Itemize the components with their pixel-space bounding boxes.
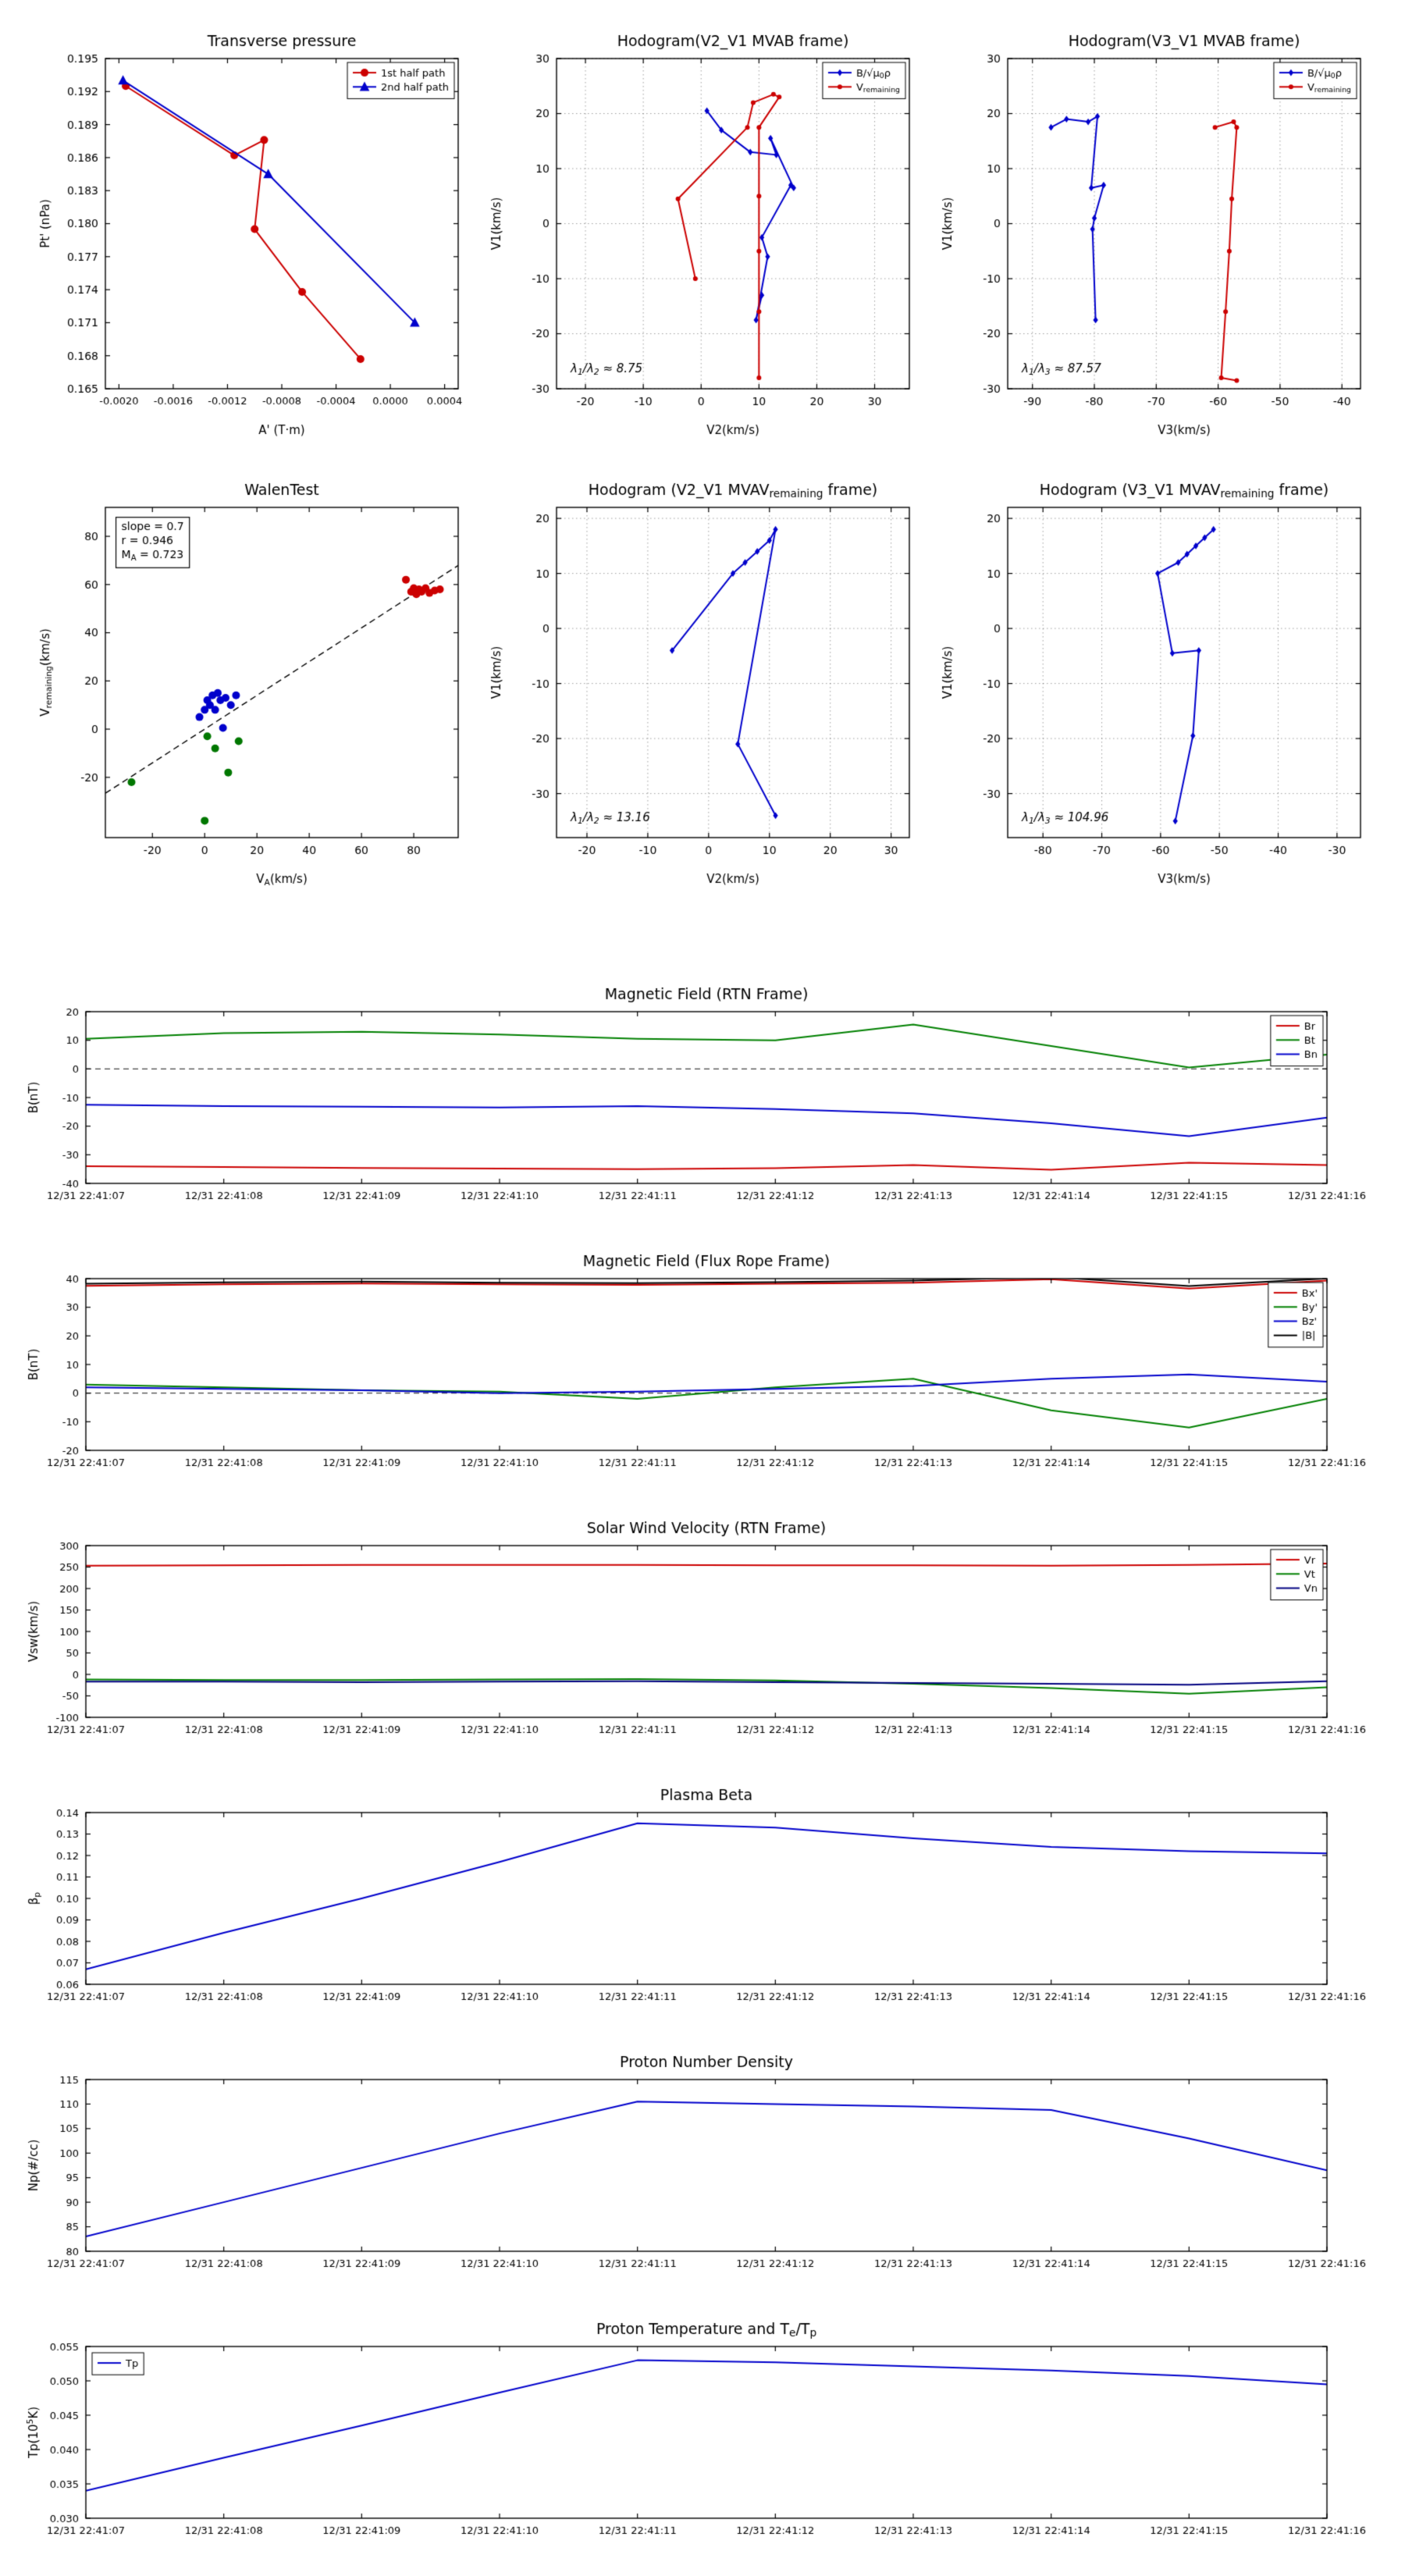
chart-proton-temperature — [20, 2311, 1382, 2554]
chart-hodogram-v3v1-mvavr — [934, 468, 1375, 894]
chart-hodogram-v2v1-mvavr — [482, 468, 923, 894]
chart-proton-density — [20, 2044, 1382, 2287]
chart-magnetic-field-flux-rope — [20, 1243, 1382, 1486]
chart-magnetic-field-rtn — [20, 976, 1382, 1219]
chart-plasma-beta — [20, 1777, 1382, 2020]
chart-hodogram-v3v1-mvab — [934, 20, 1375, 445]
chart-hodogram-v2v1-mvab — [482, 20, 923, 445]
chart-walen-test — [31, 468, 472, 894]
chart-transverse-pressure — [31, 20, 472, 445]
chart-solar-wind-velocity — [20, 1510, 1382, 1753]
